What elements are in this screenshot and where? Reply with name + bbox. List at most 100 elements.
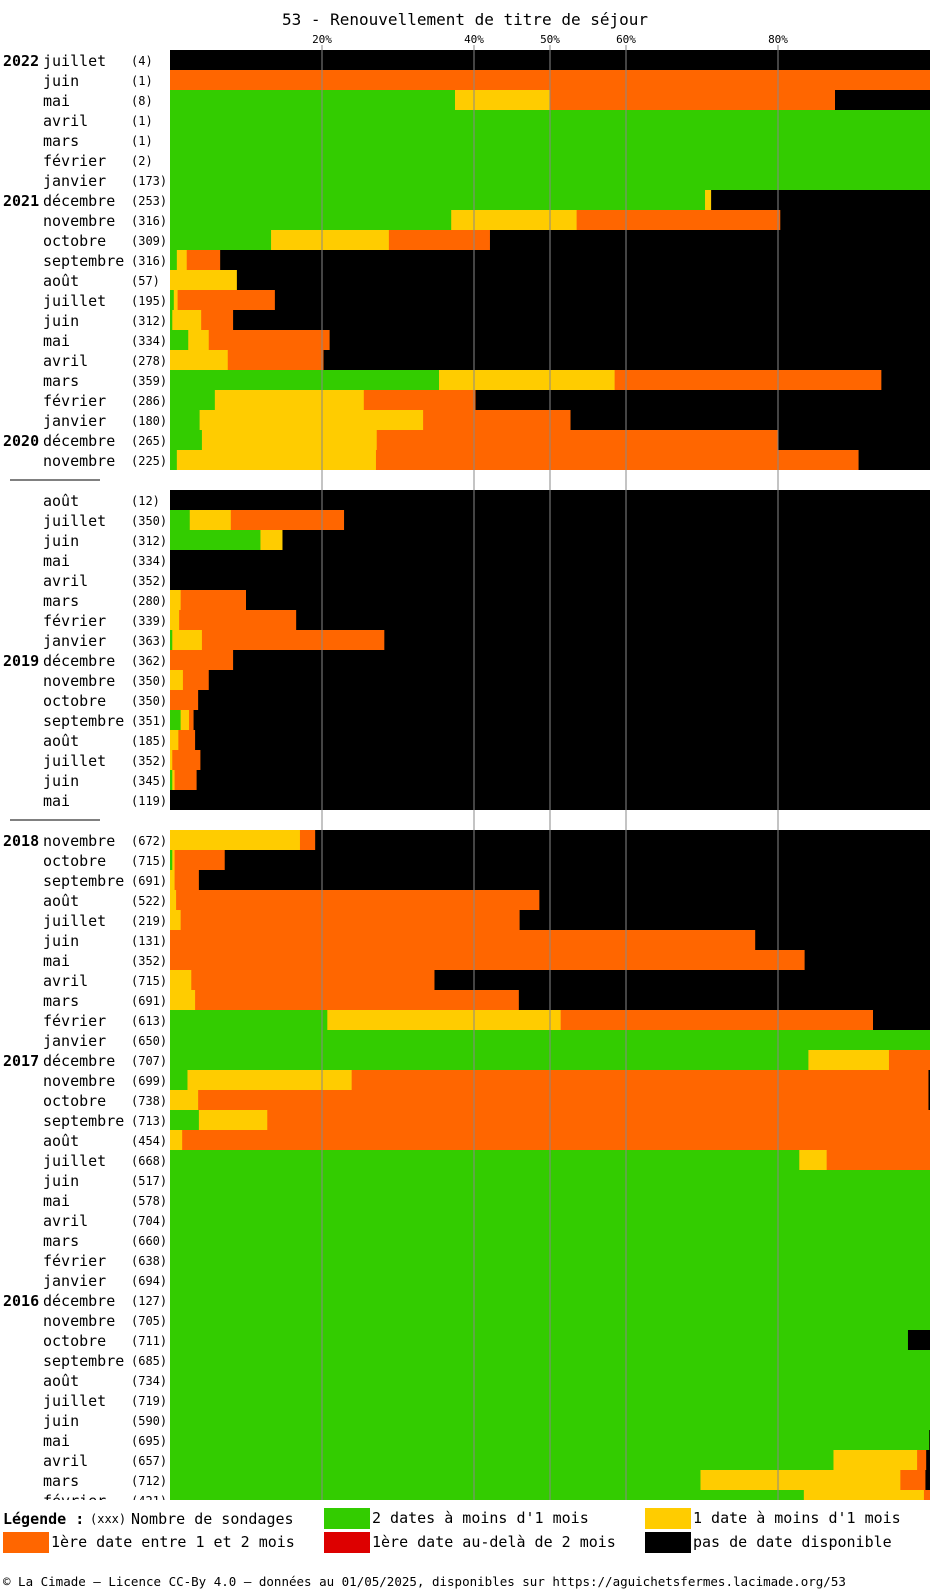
bar-segment-black (220, 250, 930, 270)
bar-segment-black (778, 430, 930, 450)
month-label: mars (43, 372, 79, 390)
count-label: (309) (131, 234, 167, 248)
bar-segment-yellow (170, 830, 301, 850)
bar-segment-black (246, 590, 930, 610)
x-tick-label: 80% (768, 33, 788, 46)
bar-segment-black (236, 270, 930, 290)
month-label: février (43, 1252, 106, 1270)
month-label: octobre (43, 232, 106, 250)
legend-count-label: Nombre de sondages (131, 1510, 294, 1528)
bar-segment-black (200, 750, 930, 770)
month-label: mars (43, 1472, 79, 1490)
count-label: (421) (131, 1494, 167, 1500)
bar-segment-green (170, 850, 173, 870)
year-label: 2018 (3, 832, 39, 850)
month-label: décembre (43, 432, 115, 450)
count-label: (713) (131, 1114, 167, 1128)
count-label: (657) (131, 1454, 167, 1468)
count-label: (704) (131, 1214, 167, 1228)
month-label: juin (43, 1412, 79, 1430)
bar-segment-orange (576, 210, 781, 230)
legend-row-1: Légende : (xxx) Nombre de sondages 2 dat… (0, 1508, 930, 1530)
bar-segment-orange (900, 1470, 926, 1490)
bar-segment-black (329, 330, 930, 350)
count-label: (362) (131, 654, 167, 668)
bar-segment-black (296, 610, 930, 630)
count-label: (253) (131, 194, 167, 208)
bar-segment-orange (170, 650, 234, 670)
legend-label-red: 1ère date au-delà de 2 mois (372, 1533, 616, 1551)
month-label: septembre (43, 712, 124, 730)
bar-segment-green (170, 390, 216, 410)
bar-segment-green (170, 1150, 800, 1170)
bar-segment-orange (170, 930, 756, 950)
year-label: 2020 (3, 432, 39, 450)
bar-segment-green (170, 710, 181, 730)
x-tick-label: 50% (540, 33, 560, 46)
month-label: juin (43, 72, 79, 90)
month-label: juillet (43, 52, 106, 70)
count-label: (350) (131, 514, 167, 528)
year-label: 2016 (3, 1292, 39, 1310)
legend: Légende : (xxx) Nombre de sondages 2 dat… (0, 1500, 930, 1560)
bar-segment-green (170, 510, 191, 530)
bar-segment-black (925, 1470, 930, 1490)
bar-segment-black (780, 210, 930, 230)
legend-swatch-green (324, 1508, 370, 1529)
count-label: (2) (131, 154, 153, 168)
bar-segment-green (170, 370, 440, 390)
bar-segment-black (858, 450, 930, 470)
count-label: (672) (131, 834, 167, 848)
bar-segment-black (928, 1090, 930, 1110)
month-label: décembre (43, 652, 115, 670)
bar-segment-black (881, 370, 930, 390)
month-label: décembre (43, 1052, 115, 1070)
month-label: mars (43, 1232, 79, 1250)
month-label: mai (43, 1192, 70, 1210)
bar-segment-orange (195, 990, 520, 1010)
month-label: juin (43, 312, 79, 330)
month-label: février (43, 1492, 106, 1500)
bar-segment-orange (174, 770, 197, 790)
month-label: juillet (43, 912, 106, 930)
count-label: (286) (131, 394, 167, 408)
month-label: octobre (43, 852, 106, 870)
bar-segment-black (755, 930, 930, 950)
bar-segment-green (170, 450, 178, 470)
month-label: avril (43, 1452, 88, 1470)
bar-segment-yellow (327, 1010, 561, 1030)
bar-segment-green (170, 410, 200, 430)
bar-segment-green (170, 1050, 809, 1070)
legend-count-marker: (xxx) (90, 1512, 127, 1526)
stacked-bar-chart: 53 - Renouvellement de titre de séjour 2… (3, 10, 930, 1500)
count-label: (195) (131, 294, 167, 308)
bar-segment-yellow (700, 1470, 901, 1490)
bar-segment-orange (177, 290, 276, 310)
count-label: (173) (131, 174, 167, 188)
legend-swatch-red (324, 1532, 370, 1553)
bar-segment-yellow (172, 630, 203, 650)
bar-segment-yellow (170, 1130, 183, 1150)
count-label: (352) (131, 574, 167, 588)
month-label: mars (43, 992, 79, 1010)
count-label: (668) (131, 1154, 167, 1168)
count-label: (8) (131, 94, 153, 108)
bar-segment-orange (170, 950, 805, 970)
count-label: (127) (131, 1294, 167, 1308)
bar-segment-orange (923, 1490, 930, 1500)
bar-segment-green (170, 430, 203, 450)
month-label: octobre (43, 1092, 106, 1110)
count-label: (712) (131, 1474, 167, 1488)
count-label: (119) (131, 794, 167, 808)
bar-segment-yellow (455, 90, 551, 110)
month-label: octobre (43, 1332, 106, 1350)
bar-segment-yellow (214, 390, 365, 410)
month-label: août (43, 492, 79, 510)
year-label: 2019 (3, 652, 39, 670)
bar-segment-orange (826, 1150, 930, 1170)
bar-segment-yellow (170, 350, 229, 370)
count-label: (638) (131, 1254, 167, 1268)
month-label: janvier (43, 412, 106, 430)
bar-segment-yellow (170, 590, 181, 610)
bar-segment-yellow (170, 730, 179, 750)
